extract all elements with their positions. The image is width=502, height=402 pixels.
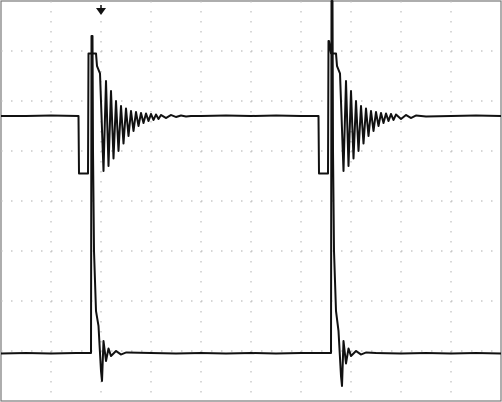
trace-line-2 — [0, 0, 502, 387]
trigger-marker — [96, 5, 106, 15]
trigger-arrow-icon — [96, 8, 106, 15]
trace-line-1 — [1, 40, 502, 175]
waveform-traces — [0, 0, 502, 387]
